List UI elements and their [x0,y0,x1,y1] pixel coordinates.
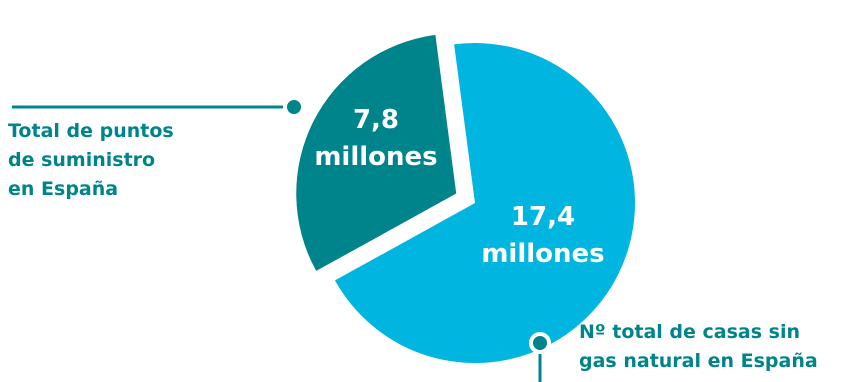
slice-value-label: 7,8 [353,105,399,135]
pie-slices [296,34,635,364]
slice-value-label: millones [481,239,604,269]
pie-slice [334,43,635,364]
slice-value-labels: 7,8 millones 17,4 millones [314,105,604,269]
pie-slice [296,34,457,271]
legend-label-line: Total de puntos [8,120,174,142]
legend-label-supply-points: Total de puntos de suministro en España [8,117,174,204]
legend-label-line: en España [8,178,119,200]
legend-label-line: Nº total de casas sin [579,321,800,343]
callout-marker [529,332,551,354]
legend-label-homes-without-gas: Nº total de casas sin gas natural en Esp… [579,318,818,376]
legend-label-line: de suministro [8,149,156,171]
callout-marker [283,96,305,118]
slice-value-label: millones [314,142,437,172]
legend-label-line: gas natural en España [579,350,818,372]
slice-value-label: 17,4 [511,202,575,232]
callout-lines [12,96,551,382]
